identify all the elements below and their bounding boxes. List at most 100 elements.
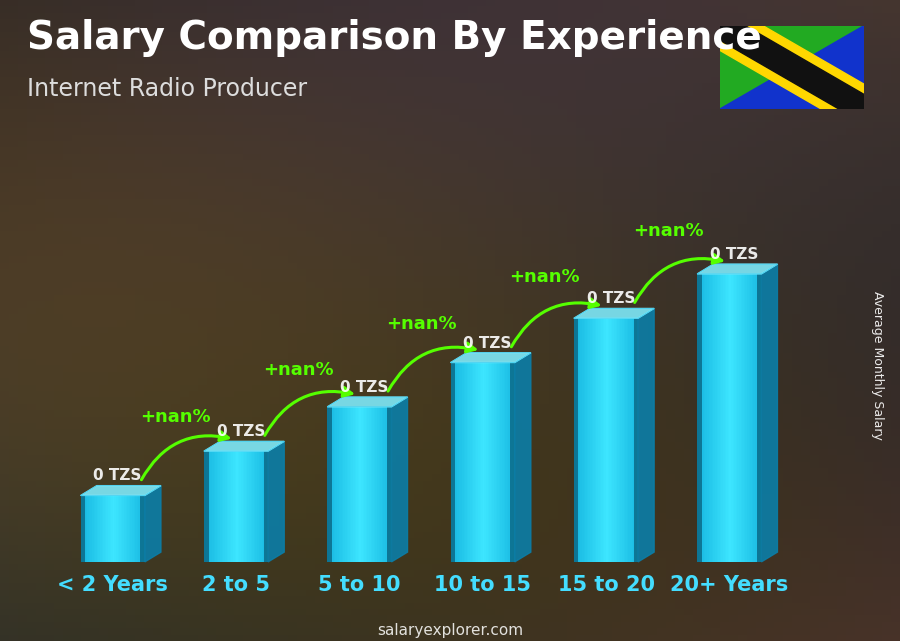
Bar	[606, 318, 608, 562]
Bar	[381, 407, 382, 562]
Bar	[488, 363, 490, 562]
Polygon shape	[720, 26, 864, 109]
Bar	[110, 495, 112, 562]
Bar	[591, 318, 593, 562]
Bar	[468, 363, 470, 562]
Bar	[328, 407, 332, 562]
Text: salaryexplorer.com: salaryexplorer.com	[377, 623, 523, 638]
Bar	[359, 407, 361, 562]
Bar	[628, 318, 630, 562]
Bar	[760, 274, 761, 562]
Polygon shape	[392, 397, 408, 562]
Bar	[608, 318, 609, 562]
Bar	[589, 318, 590, 562]
Bar	[605, 318, 606, 562]
Bar	[737, 274, 739, 562]
Polygon shape	[720, 26, 864, 109]
Bar	[749, 274, 751, 562]
Bar	[211, 451, 212, 562]
Bar	[387, 407, 392, 562]
Bar	[264, 451, 268, 562]
Bar	[104, 495, 106, 562]
Bar	[250, 451, 252, 562]
Bar	[574, 318, 579, 562]
Bar	[460, 363, 462, 562]
Polygon shape	[145, 486, 161, 562]
Polygon shape	[451, 353, 531, 363]
Bar	[634, 318, 638, 562]
Polygon shape	[268, 442, 284, 562]
Bar	[513, 363, 515, 562]
Bar	[100, 495, 102, 562]
Bar	[590, 318, 591, 562]
Bar	[505, 363, 507, 562]
Bar	[81, 495, 83, 562]
Bar	[204, 451, 206, 562]
Bar	[723, 274, 724, 562]
Bar	[478, 363, 480, 562]
Bar	[338, 407, 340, 562]
Bar	[207, 451, 209, 562]
Bar	[83, 495, 84, 562]
Bar	[217, 451, 219, 562]
Bar	[213, 451, 215, 562]
Bar	[453, 363, 454, 562]
Bar	[364, 407, 365, 562]
Bar	[388, 407, 390, 562]
Bar	[130, 495, 132, 562]
Bar	[613, 318, 614, 562]
Bar	[599, 318, 601, 562]
Bar	[225, 451, 227, 562]
Bar	[603, 318, 605, 562]
Bar	[579, 318, 580, 562]
Bar	[257, 451, 258, 562]
Bar	[223, 451, 225, 562]
Bar	[84, 495, 86, 562]
Text: 0 TZS: 0 TZS	[94, 469, 142, 483]
Bar	[714, 274, 715, 562]
Bar	[129, 495, 130, 562]
Bar	[611, 318, 613, 562]
Bar	[494, 363, 496, 562]
Bar	[627, 318, 628, 562]
Bar	[510, 363, 511, 562]
Bar	[734, 274, 736, 562]
Bar	[496, 363, 497, 562]
Bar	[702, 274, 704, 562]
Bar	[242, 451, 244, 562]
Bar	[340, 407, 342, 562]
Polygon shape	[698, 264, 778, 274]
Bar	[116, 495, 118, 562]
Bar	[108, 495, 110, 562]
Bar	[455, 363, 457, 562]
Bar	[601, 318, 603, 562]
Bar	[587, 318, 589, 562]
Bar	[710, 274, 712, 562]
Bar	[355, 407, 356, 562]
Polygon shape	[515, 353, 531, 562]
Bar	[497, 363, 499, 562]
Bar	[390, 407, 392, 562]
Bar	[454, 363, 455, 562]
Bar	[457, 363, 459, 562]
Bar	[328, 407, 329, 562]
Bar	[484, 363, 486, 562]
Bar	[743, 274, 745, 562]
Bar	[135, 495, 137, 562]
Bar	[239, 451, 241, 562]
Bar	[106, 495, 108, 562]
Bar	[451, 363, 453, 562]
Bar	[704, 274, 706, 562]
Bar	[94, 495, 95, 562]
Text: +nan%: +nan%	[633, 222, 704, 240]
Polygon shape	[574, 308, 654, 318]
Bar	[630, 318, 632, 562]
Bar	[329, 407, 330, 562]
Bar	[209, 451, 211, 562]
Bar	[356, 407, 358, 562]
Bar	[262, 451, 264, 562]
Bar	[699, 274, 700, 562]
Bar	[252, 451, 254, 562]
Polygon shape	[705, 10, 879, 125]
Bar	[724, 274, 726, 562]
